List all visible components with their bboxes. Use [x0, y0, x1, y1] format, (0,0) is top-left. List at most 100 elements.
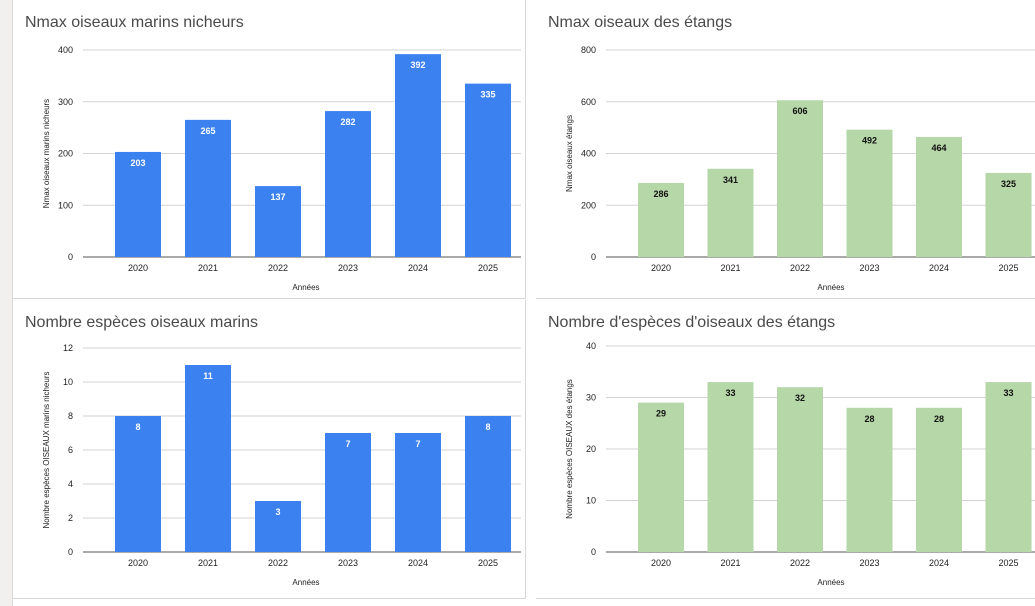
- x-axis-title: Années: [817, 283, 844, 292]
- y-tick-label: 100: [58, 200, 73, 210]
- x-tick-label: 2022: [790, 558, 810, 568]
- data-label: 28: [934, 414, 944, 424]
- chart-panel-pond-bird-nmax: Nmax oiseaux des étangs 0 200 400 600 800 286…: [536, 0, 1035, 299]
- y-tick-label: 20: [586, 444, 596, 454]
- data-label: 335: [480, 90, 495, 100]
- bar: [638, 182, 684, 257]
- bar-chart-pond-bird-species: 0 10 20 30 40 29 2020 33 2021 32 2022 28 2023 28 2024 3…: [565, 341, 1035, 587]
- bar: [916, 407, 962, 552]
- chart-panel-seabird-nmax: Nmax oiseaux marins nicheurs 0 100 200 300 4…: [13, 0, 526, 299]
- y-tick-label: 200: [581, 200, 596, 210]
- chart-title: Nombre d'espèces d'oiseaux des étangs: [548, 314, 836, 331]
- x-tick-label: 2024: [408, 558, 428, 568]
- x-tick-label: 2021: [720, 263, 740, 273]
- x-tick-label: 2021: [198, 558, 218, 568]
- data-label: 11: [203, 371, 213, 381]
- x-tick-label: 2025: [998, 558, 1018, 568]
- x-tick-label: 2025: [478, 558, 498, 568]
- y-tick-label: 6: [68, 445, 73, 455]
- y-tick-label: 200: [58, 149, 73, 159]
- bar: [185, 119, 231, 257]
- bar: [846, 129, 893, 257]
- x-tick-label: 2023: [859, 263, 879, 273]
- bar: [916, 136, 962, 257]
- chart-title: Nmax oiseaux marins nicheurs: [25, 14, 244, 31]
- x-tick-label: 2021: [198, 263, 218, 273]
- y-tick-label: 400: [58, 45, 73, 55]
- data-label: 341: [723, 175, 738, 185]
- x-tick-label: 2022: [268, 558, 288, 568]
- bar: [465, 83, 511, 257]
- data-label: 492: [862, 136, 877, 146]
- data-label: 3: [275, 507, 280, 517]
- bar-chart-pond-bird-nmax: 0 200 400 600 800 286 2020 341 2021 606 2022 492 202…: [565, 45, 1035, 292]
- y-tick-label: 10: [63, 377, 73, 387]
- chart-title: Nmax oiseaux des étangs: [548, 14, 733, 31]
- data-label: 325: [1001, 179, 1016, 189]
- data-label: 32: [795, 393, 805, 403]
- bar: [638, 402, 684, 552]
- y-axis-title: Nombre espèces OISEAUX des étangs: [565, 379, 574, 519]
- data-label: 265: [200, 126, 215, 136]
- y-tick-label: 8: [68, 411, 73, 421]
- data-label: 282: [340, 117, 355, 127]
- data-label: 203: [130, 158, 145, 168]
- bar: [777, 100, 823, 257]
- x-axis-title: Années: [292, 283, 319, 292]
- x-tick-label: 2020: [128, 558, 148, 568]
- bar: [465, 416, 511, 552]
- bar: [846, 407, 893, 552]
- bar: [255, 186, 301, 257]
- y-tick-label: 400: [581, 149, 596, 159]
- x-tick-label: 2023: [338, 263, 358, 273]
- x-tick-label: 2023: [859, 558, 879, 568]
- bar: [115, 151, 161, 257]
- x-tick-label: 2023: [338, 558, 358, 568]
- x-tick-label: 2024: [408, 263, 428, 273]
- y-tick-label: 0: [68, 252, 73, 262]
- data-label: 464: [931, 143, 946, 153]
- y-tick-label: 4: [68, 479, 73, 489]
- y-axis-title: Nmax oiseaux étangs: [565, 115, 574, 192]
- bar: [707, 168, 754, 257]
- chart-panel-seabird-species: Nombre espèces oiseaux marins 0 2 4 6 8 10 12 8…: [13, 300, 526, 599]
- bar: [985, 172, 1032, 257]
- y-tick-label: 10: [586, 496, 596, 506]
- x-tick-label: 2020: [128, 263, 148, 273]
- bar: [325, 433, 371, 552]
- chart-title: Nombre espèces oiseaux marins: [25, 314, 258, 331]
- bar-chart-seabird-species: 0 2 4 6 8 10 12 8 2020 11 2021 3 2022 7 2023 7 2024 8 2025…: [42, 343, 521, 587]
- x-tick-label: 2024: [929, 263, 949, 273]
- y-tick-label: 30: [586, 393, 596, 403]
- x-axis-title: Années: [292, 578, 319, 587]
- bar: [395, 54, 441, 257]
- data-label: 7: [415, 439, 420, 449]
- x-axis-title: Années: [817, 578, 844, 587]
- y-tick-label: 300: [58, 97, 73, 107]
- y-axis-title: Nombre espèces OISEAUX marins nicheurs: [42, 372, 51, 529]
- bar: [255, 501, 301, 552]
- y-tick-label: 800: [581, 45, 596, 55]
- data-label: 28: [864, 414, 874, 424]
- data-label: 286: [653, 189, 668, 199]
- data-label: 7: [345, 439, 350, 449]
- bar: [115, 416, 161, 552]
- x-tick-label: 2021: [720, 558, 740, 568]
- x-tick-label: 2024: [929, 558, 949, 568]
- bar: [777, 387, 823, 552]
- data-label: 33: [1003, 388, 1013, 398]
- y-tick-label: 2: [68, 513, 73, 523]
- x-tick-label: 2025: [998, 263, 1018, 273]
- bar: [185, 365, 231, 552]
- chart-panel-pond-bird-species: Nombre d'espèces d'oiseaux des étangs 0 1…: [536, 300, 1035, 599]
- data-label: 8: [135, 422, 140, 432]
- data-label: 606: [792, 106, 807, 116]
- bar-chart-seabird-nmax: 0 100 200 300 400 203 2020 265 2021 137 2022 282 202…: [42, 45, 521, 292]
- y-tick-label: 0: [68, 547, 73, 557]
- y-tick-label: 0: [591, 252, 596, 262]
- data-label: 33: [725, 388, 735, 398]
- data-label: 8: [485, 422, 490, 432]
- x-tick-label: 2022: [790, 263, 810, 273]
- y-tick-label: 0: [591, 547, 596, 557]
- x-tick-label: 2020: [651, 558, 671, 568]
